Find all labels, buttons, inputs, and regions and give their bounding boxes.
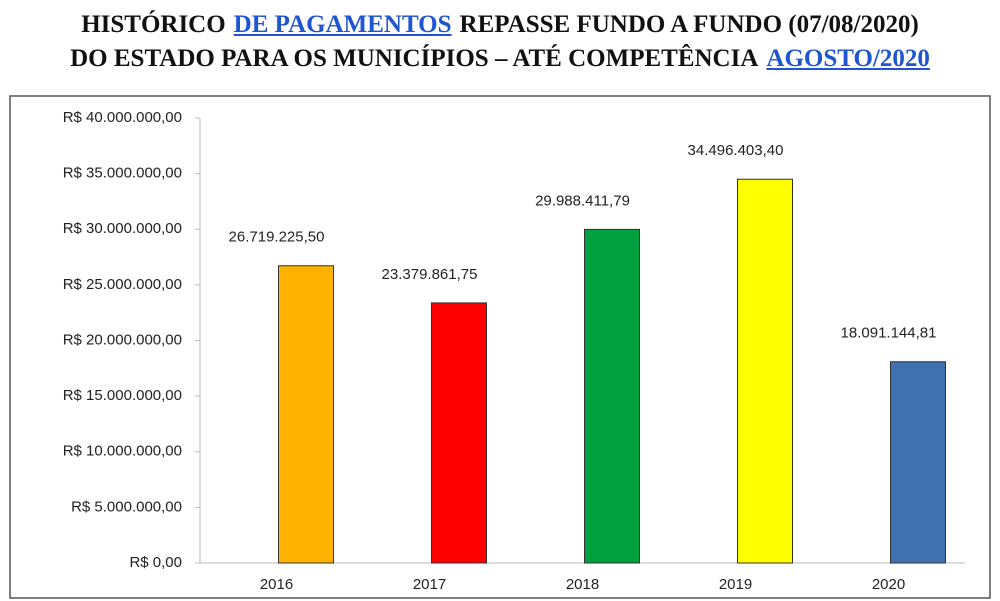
value-label: 23.379.861,75 — [382, 266, 478, 283]
y-tick-label: R$ 15.000.000,00 — [63, 387, 182, 404]
title-text: DO ESTADO PARA OS MUNICÍPIOS – ATÉ COMPE… — [70, 45, 759, 72]
x-tick-label: 2016 — [260, 576, 293, 593]
bar — [890, 361, 946, 564]
x-tick-label: 2017 — [413, 576, 446, 593]
title-text: HISTÓRICO — [81, 11, 226, 38]
y-tick-label: R$ 0,00 — [129, 554, 182, 571]
y-tick-label: R$ 40.000.000,00 — [63, 109, 182, 126]
y-tick-label: R$ 5.000.000,00 — [71, 498, 182, 515]
chart-title: HISTÓRICO DE PAGAMENTOS REPASSE FUNDO A FU… — [0, 8, 1000, 76]
title-link[interactable]: DE PAGAMENTOS — [233, 11, 452, 38]
y-tick-label: R$ 35.000.000,00 — [63, 165, 182, 182]
value-label: 26.719.225,50 — [229, 229, 325, 246]
bar — [737, 178, 793, 564]
y-tick-label: R$ 30.000.000,00 — [63, 220, 182, 237]
value-label: 29.988.411,79 — [535, 192, 630, 209]
bar — [584, 228, 640, 564]
x-tick-label: 2020 — [872, 576, 905, 593]
value-label: 18.091.144,81 — [841, 325, 937, 342]
x-tick-label: 2019 — [719, 576, 752, 593]
chart-frame — [9, 95, 991, 599]
bar — [278, 265, 334, 564]
y-tick-label: R$ 10.000.000,00 — [63, 443, 182, 460]
bar — [431, 302, 487, 564]
y-tick-label: R$ 25.000.000,00 — [63, 276, 182, 293]
x-tick-label: 2018 — [566, 576, 599, 593]
y-tick-label: R$ 20.000.000,00 — [63, 331, 182, 348]
value-label: 34.496.403,40 — [688, 142, 784, 159]
title-text: REPASSE FUNDO A FUNDO (07/08/2020) — [459, 11, 919, 38]
title-link[interactable]: AGOSTO/2020 — [766, 45, 930, 72]
title-line: HISTÓRICO DE PAGAMENTOS REPASSE FUNDO A FU… — [0, 8, 1000, 42]
title-line: DO ESTADO PARA OS MUNICÍPIOS – ATÉ COMPE… — [0, 42, 1000, 76]
